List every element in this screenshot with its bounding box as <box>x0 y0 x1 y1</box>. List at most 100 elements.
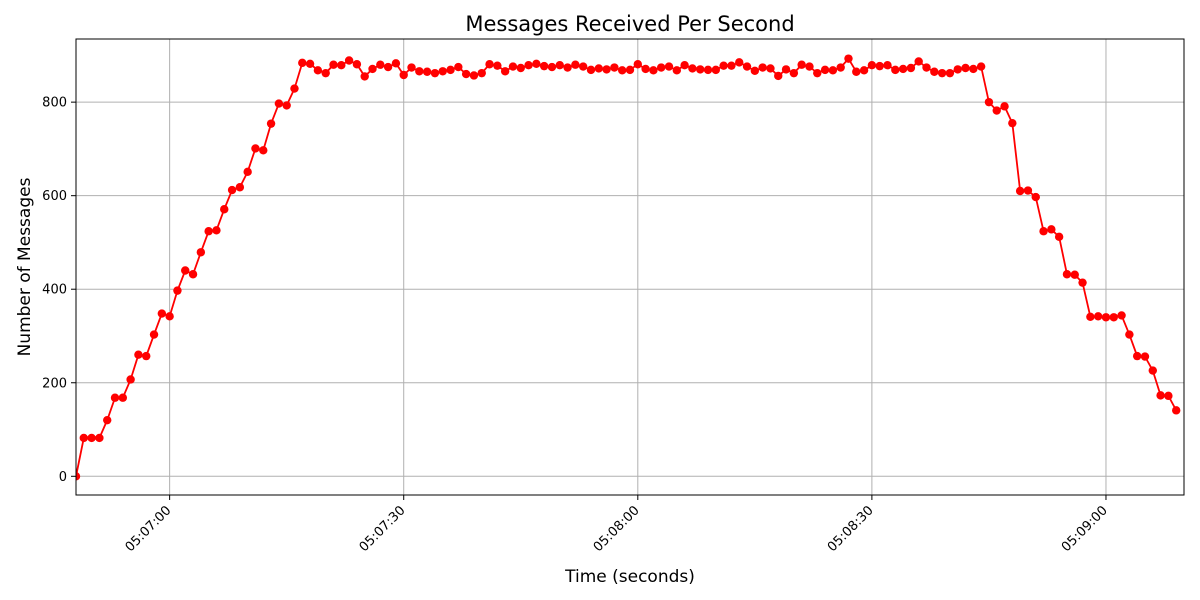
data-point <box>173 286 182 295</box>
data-point <box>243 167 252 177</box>
data-point <box>930 67 939 76</box>
data-point <box>680 60 689 70</box>
x-tick-label: 05:07:30 <box>357 503 409 555</box>
data-point <box>625 65 635 75</box>
data-point <box>1008 118 1017 128</box>
data-point <box>984 97 994 107</box>
data-point <box>407 63 416 72</box>
data-point <box>1023 186 1033 195</box>
data-point <box>914 57 923 66</box>
data-point <box>220 205 229 214</box>
data-point <box>376 60 385 69</box>
data-point <box>875 61 884 71</box>
data-point <box>1015 186 1025 196</box>
data-point <box>766 64 775 73</box>
x-tick-label: 05:07:00 <box>123 503 175 555</box>
data-point <box>259 146 268 155</box>
data-point <box>969 64 978 74</box>
data-point <box>906 63 916 73</box>
data-point <box>1109 313 1118 322</box>
y-tick-label: 800 <box>42 96 67 111</box>
x-tick-label: 05:08:00 <box>591 503 643 555</box>
data-point <box>454 62 463 72</box>
data-point <box>578 62 588 71</box>
data-point <box>758 63 767 72</box>
data-point <box>352 60 362 69</box>
data-point <box>688 64 697 73</box>
data-point <box>1132 351 1142 361</box>
data-point <box>142 351 151 361</box>
data-point <box>493 61 502 70</box>
series-group <box>76 54 1181 481</box>
data-point <box>1039 227 1048 236</box>
data-point <box>844 54 853 63</box>
data-point <box>1062 270 1072 279</box>
data-point <box>516 63 525 73</box>
data-point <box>742 62 752 71</box>
data-point <box>618 66 627 75</box>
data-point <box>867 60 877 70</box>
data-point <box>641 64 650 74</box>
data-point <box>508 62 518 71</box>
data-point <box>1000 102 1009 111</box>
data-point <box>797 60 806 69</box>
data-point <box>1172 406 1181 415</box>
data-point <box>204 227 213 236</box>
data-point <box>415 67 424 76</box>
data-point <box>1031 192 1040 202</box>
data-point <box>188 270 198 279</box>
data-point <box>813 68 822 78</box>
data-point <box>134 350 143 359</box>
data-point <box>1054 232 1064 242</box>
data-point <box>430 68 440 78</box>
data-point <box>165 312 174 321</box>
data-point <box>235 183 245 192</box>
data-point <box>1156 391 1165 400</box>
data-point <box>805 62 814 71</box>
data-point <box>126 375 135 384</box>
data-point <box>477 68 486 78</box>
data-point <box>672 66 682 75</box>
data-point <box>95 433 104 443</box>
data-point <box>76 472 81 481</box>
data-point <box>196 248 206 257</box>
data-point <box>266 119 276 128</box>
data-point <box>1093 312 1103 321</box>
data-point <box>696 65 705 74</box>
data-point <box>836 63 845 72</box>
data-point <box>1101 313 1111 322</box>
x-tick-label: 05:08:30 <box>825 503 877 555</box>
data-point <box>329 60 338 69</box>
data-point <box>657 63 666 72</box>
data-point <box>789 68 799 78</box>
data-point <box>937 68 947 78</box>
y-axis-label: Number of Messages <box>15 177 35 356</box>
data-point <box>157 309 167 318</box>
data-point <box>602 65 611 74</box>
data-point <box>422 67 432 76</box>
data-point <box>781 65 791 74</box>
data-point <box>368 64 377 74</box>
data-point <box>461 69 471 79</box>
x-axis-label: Time (seconds) <box>564 567 695 587</box>
data-point <box>337 60 346 70</box>
y-tick-label: 200 <box>42 376 67 391</box>
data-point <box>735 58 744 67</box>
data-point <box>87 433 96 443</box>
data-point <box>344 56 354 65</box>
data-point <box>391 59 401 68</box>
data-point <box>469 71 479 80</box>
data-point <box>383 62 393 72</box>
axis-ticks: 0 200 400 600 800 05:07:00 05:07:30 05:08:00 05:… <box>42 96 1111 555</box>
data-point <box>532 59 541 68</box>
data-point <box>1140 352 1150 361</box>
chart-title: Messages Received Per Second <box>465 12 794 36</box>
data-point <box>274 99 284 108</box>
data-point <box>1086 312 1095 322</box>
data-point <box>992 106 1001 115</box>
y-tick-label: 600 <box>42 189 67 204</box>
data-point <box>664 62 674 71</box>
data-point <box>820 65 830 75</box>
data-point <box>110 393 120 402</box>
data-point <box>649 66 658 75</box>
